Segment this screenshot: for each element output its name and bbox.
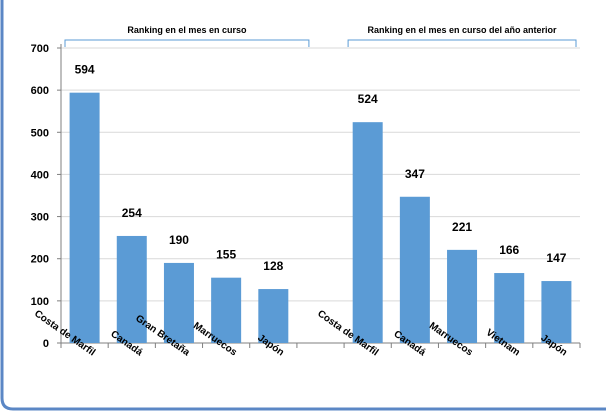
- data-label-2-canada: 347: [405, 167, 425, 181]
- bar-2-marruecos: [447, 249, 478, 343]
- y-tick-label-400: 400: [31, 169, 49, 181]
- bar-1-japon: [258, 289, 289, 343]
- group-label-1: Ranking en el mes en curso: [127, 25, 247, 35]
- y-tick-label-0: 0: [43, 338, 49, 350]
- bar-2-canada: [399, 196, 430, 343]
- data-label-1-gran-bretana: 190: [169, 233, 189, 247]
- y-tick-label-200: 200: [31, 254, 49, 266]
- bar-1-costa-de-marfil: [69, 92, 100, 344]
- bar-1-gran-bretana: [163, 262, 194, 343]
- y-tick-label-300: 300: [31, 212, 49, 224]
- data-label-1-marruecos: 155: [216, 248, 236, 262]
- y-tick-label-500: 500: [31, 127, 49, 139]
- y-tick-label-600: 600: [31, 85, 49, 97]
- axes: [57, 44, 581, 348]
- bar-1-canada: [116, 235, 147, 343]
- bar-2-costa-de-marfil: [352, 122, 383, 344]
- group-bracket-1: [64, 39, 310, 47]
- data-label-2-marruecos: 221: [452, 220, 472, 234]
- bar-1-marruecos: [211, 277, 242, 343]
- bars: [69, 92, 572, 344]
- data-label-2-vietnam: 166: [499, 243, 519, 257]
- gridlines: [61, 47, 580, 302]
- data-label-2-japon: 147: [546, 251, 566, 265]
- bar-2-japon: [541, 281, 572, 343]
- data-label-1-costa-de-marfil: 594: [75, 63, 95, 77]
- y-tick-label-100: 100: [31, 296, 49, 308]
- data-label-1-japon: 128: [263, 259, 283, 273]
- data-label-2-costa-de-marfil: 524: [358, 92, 378, 106]
- data-label-1-canada: 254: [122, 206, 142, 220]
- data-labels: 594 254 190 155 128 524 347 221 166 147: [75, 63, 567, 273]
- group-label-2: Ranking en el mes en curso del año anter…: [368, 25, 558, 35]
- group-bracket-2: [347, 39, 577, 47]
- bar-2-vietnam: [494, 273, 525, 343]
- group-brackets: Ranking en el mes en curso Ranking en el …: [64, 25, 577, 47]
- y-tick-label-700: 700: [31, 43, 49, 55]
